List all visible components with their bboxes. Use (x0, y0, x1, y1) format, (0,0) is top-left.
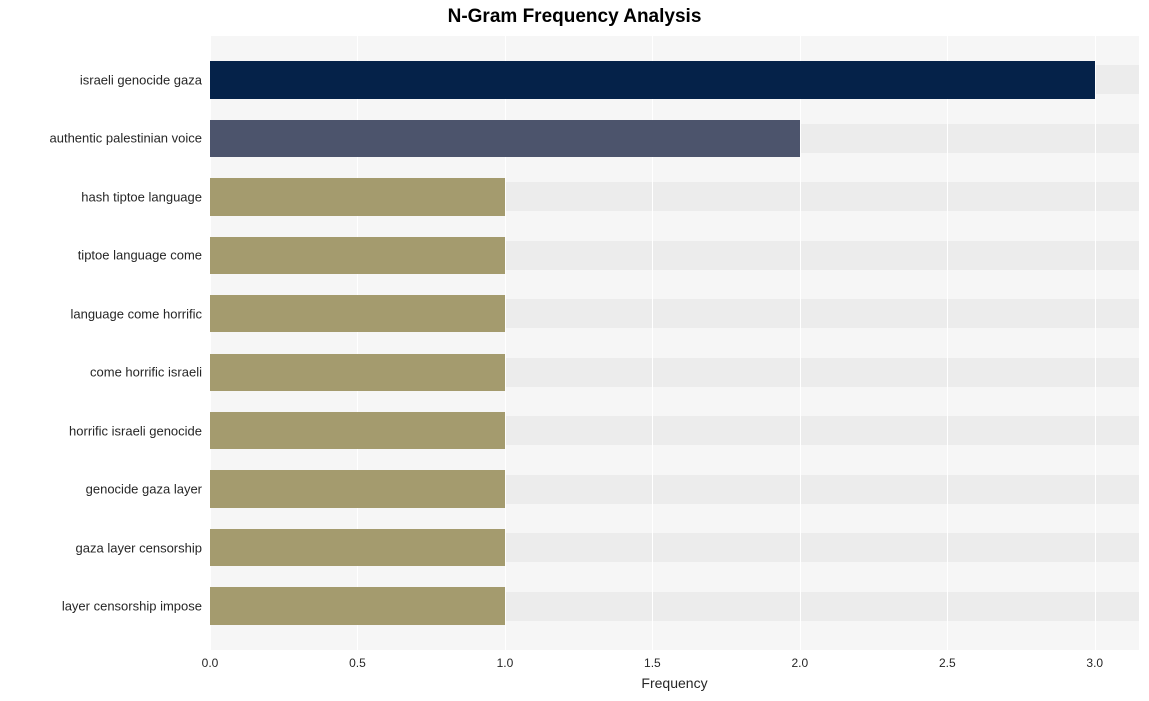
bar (210, 178, 505, 215)
ngram-frequency-chart: N-Gram Frequency Analysis israeli genoci… (0, 0, 1149, 701)
bg-stripe (210, 621, 1139, 650)
x-tick-label: 0.5 (349, 656, 366, 670)
bar (210, 529, 505, 566)
bar (210, 412, 505, 449)
y-tick-label: israeli genocide gaza (80, 72, 202, 87)
chart-title: N-Gram Frequency Analysis (0, 6, 1149, 28)
x-tick-label: 1.0 (497, 656, 514, 670)
y-tick-label: come horrific israeli (90, 365, 202, 380)
plot-area (210, 36, 1139, 650)
x-tick-label: 2.5 (939, 656, 956, 670)
x-tick-label: 3.0 (1086, 656, 1103, 670)
bar (210, 295, 505, 332)
bar (210, 237, 505, 274)
x-axis-label: Frequency (210, 675, 1139, 691)
y-tick-label: language come horrific (70, 306, 202, 321)
bar (210, 354, 505, 391)
bar (210, 120, 800, 157)
y-tick-label: authentic palestinian voice (50, 131, 203, 146)
y-tick-label: gaza layer censorship (76, 540, 202, 555)
x-tick-label: 2.0 (791, 656, 808, 670)
bar (210, 587, 505, 624)
bar (210, 61, 1095, 98)
gridline (1095, 36, 1096, 650)
x-tick-label: 1.5 (644, 656, 661, 670)
y-tick-label: hash tiptoe language (81, 189, 202, 204)
y-tick-label: tiptoe language come (78, 248, 202, 263)
y-tick-label: horrific israeli genocide (69, 423, 202, 438)
y-tick-label: layer censorship impose (62, 599, 202, 614)
bar (210, 470, 505, 507)
gridline (800, 36, 801, 650)
gridline (947, 36, 948, 650)
y-tick-label: genocide gaza layer (86, 482, 202, 497)
x-tick-label: 0.0 (202, 656, 219, 670)
